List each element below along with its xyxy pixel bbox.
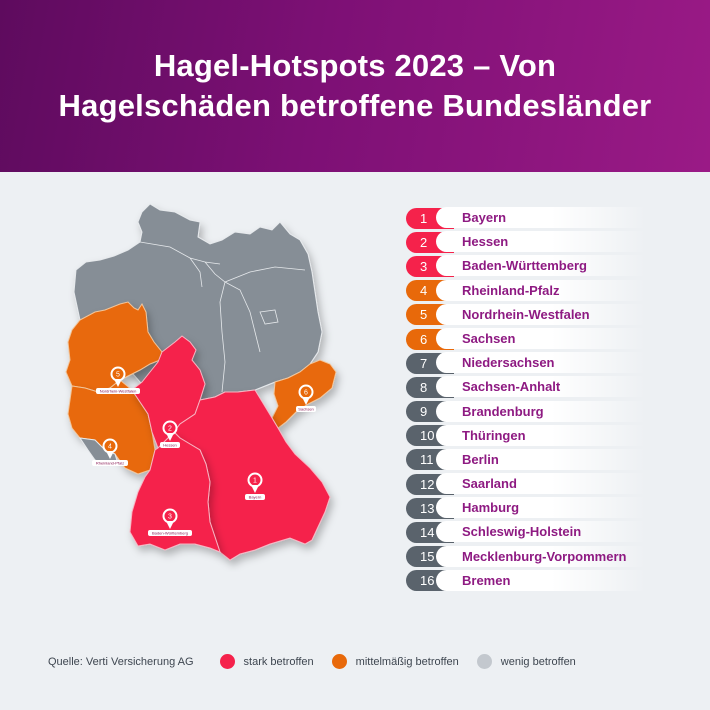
rank-name-pill: Bayern <box>436 207 646 228</box>
state-name: Brandenburg <box>462 403 544 419</box>
state-name: Hamburg <box>462 500 520 516</box>
legend-label-mittel: mittelmäßig betroffen <box>355 655 459 668</box>
header-banner: Hagel-Hotspots 2023 – Von Hagelschäden b… <box>0 0 710 172</box>
rank-name-pill: Nordrhein-Westfalen <box>436 303 646 325</box>
svg-text:Baden-Württemberg: Baden-Württemberg <box>152 530 188 535</box>
svg-text:5: 5 <box>116 372 120 379</box>
svg-text:3: 3 <box>168 514 172 521</box>
rank-name-pill: Bremen <box>436 569 646 591</box>
state-name: Bayern <box>462 210 507 225</box>
ranking-row: 9 Brandenburg <box>406 400 646 424</box>
title-line-1: Hagel-Hotspots 2023 – Von <box>153 48 557 83</box>
ranking-row: 3 Baden-Württemberg <box>406 254 646 278</box>
rank-name-pill: Berlin <box>436 448 646 470</box>
rank-name-pill: Saarland <box>436 473 646 495</box>
germany-map: 1 Bayern 2 Hessen 3 Baden-Württemberg 4 … <box>65 203 337 561</box>
ranking-row: 14 Schleswig-Holstein <box>406 520 646 544</box>
legend: Quelle: Verti Versicherung AG stark betr… <box>48 654 594 669</box>
pin-baden-wuerttemberg[interactable]: 3 Baden-Württemberg <box>148 508 192 537</box>
legend-item-stark: stark betroffen <box>219 654 314 669</box>
legend-item-wenig: wenig betroffen <box>476 654 576 669</box>
state-name: Bremen <box>462 572 511 588</box>
page-title: Hagel-Hotspots 2023 – Von Hagelschäden b… <box>59 46 652 126</box>
pin-nordrhein-westfalen[interactable]: 5 Nordrhein-Westfalen <box>96 366 140 395</box>
svg-text:6: 6 <box>304 390 308 397</box>
rank-name-pill: Sachsen-Anhalt <box>436 376 646 398</box>
title-line-2: Hagelschäden betroffene Bundesländer <box>58 88 652 123</box>
ranking-row: 8 Sachsen-Anhalt <box>406 375 646 399</box>
rank-name-pill: Thüringen <box>436 424 646 446</box>
rank-name-pill: Sachsen <box>436 327 646 349</box>
svg-text:Bayern: Bayern <box>249 494 262 499</box>
legend-dot-mittel-icon <box>331 654 347 669</box>
state-name: Niedersachsen <box>462 355 555 371</box>
legend-dot-wenig-icon <box>476 654 492 669</box>
ranking-row: 13 Hamburg <box>406 496 646 520</box>
state-name: Baden-Württemberg <box>462 258 587 274</box>
rank-name-pill: Mecklenburg-Vorpommern <box>436 545 646 567</box>
state-name: Berlin <box>462 451 499 467</box>
content-area: 1 Bayern 2 Hessen 3 Baden-Württemberg 4 … <box>0 172 710 710</box>
svg-text:2: 2 <box>168 426 172 433</box>
legend-label-wenig: wenig betroffen <box>500 655 576 668</box>
rank-name-pill: Baden-Württemberg <box>436 255 646 277</box>
ranking-row: 5 Nordrhein-Westfalen <box>406 303 646 327</box>
region-baden-wuerttemberg <box>129 431 221 553</box>
pin-sachsen[interactable]: 6 Sachsen <box>296 384 316 413</box>
svg-text:Sachsen: Sachsen <box>298 406 314 411</box>
state-name: Saarland <box>462 476 517 492</box>
legend-dot-stark-icon <box>219 654 235 669</box>
state-name: Rheinland-Pfalz <box>462 282 560 298</box>
ranking-row: 10 Thüringen <box>406 424 646 448</box>
legend-label-stark: stark betroffen <box>243 655 314 668</box>
ranking-row: 1 Bayern <box>406 206 646 230</box>
ranking-row: 2 Hessen <box>406 230 646 254</box>
svg-text:Nordrhein-Westfalen: Nordrhein-Westfalen <box>100 388 137 393</box>
ranking-row: 15 Mecklenburg-Vorpommern <box>406 545 646 569</box>
ranking-row: 16 Bremen <box>406 569 646 593</box>
internal-borders <box>139 241 306 393</box>
svg-text:Hessen: Hessen <box>163 442 177 447</box>
pin-bayern[interactable]: 1 Bayern <box>245 460 265 500</box>
pin-rheinland-pfalz[interactable]: 4 Rheinland-Pfalz <box>92 438 128 467</box>
pin-hessen[interactable]: 2 Hessen <box>160 420 180 449</box>
state-name: Sachsen <box>462 330 516 346</box>
ranking-row: 6 Sachsen <box>406 327 646 351</box>
source-note: Quelle: Verti Versicherung AG <box>48 655 194 668</box>
ranking-row: 11 Berlin <box>406 448 646 472</box>
rank-name-pill: Brandenburg <box>436 400 646 422</box>
state-name: Schleswig-Holstein <box>462 524 582 540</box>
ranking-row: 7 Niedersachsen <box>406 351 646 375</box>
state-name: Thüringen <box>462 427 526 443</box>
svg-text:1: 1 <box>253 478 257 485</box>
svg-text:Rheinland-Pfalz: Rheinland-Pfalz <box>96 460 124 465</box>
rank-name-pill: Hamburg <box>436 497 646 519</box>
ranking-list: 1 Bayern 2 Hessen 3 Baden-Württemberg 4 Rheinla… <box>406 206 646 593</box>
legend-item-mittel: mittelmäßig betroffen <box>331 654 459 669</box>
ranking-row: 12 Saarland <box>406 472 646 496</box>
rank-name-pill: Schleswig-Holstein <box>436 521 646 543</box>
rank-name-pill: Niedersachsen <box>436 352 646 374</box>
state-name: Hessen <box>462 234 509 250</box>
rank-name-pill: Rheinland-Pfalz <box>436 279 646 301</box>
state-name: Sachsen-Anhalt <box>462 379 561 395</box>
svg-text:4: 4 <box>108 444 112 451</box>
ranking-row: 4 Rheinland-Pfalz <box>406 279 646 303</box>
region-nordrhein-westfalen <box>65 301 163 393</box>
state-name: Mecklenburg-Vorpommern <box>462 548 627 564</box>
state-name: Nordrhein-Westfalen <box>462 306 590 322</box>
rank-name-pill: Hessen <box>436 231 646 253</box>
